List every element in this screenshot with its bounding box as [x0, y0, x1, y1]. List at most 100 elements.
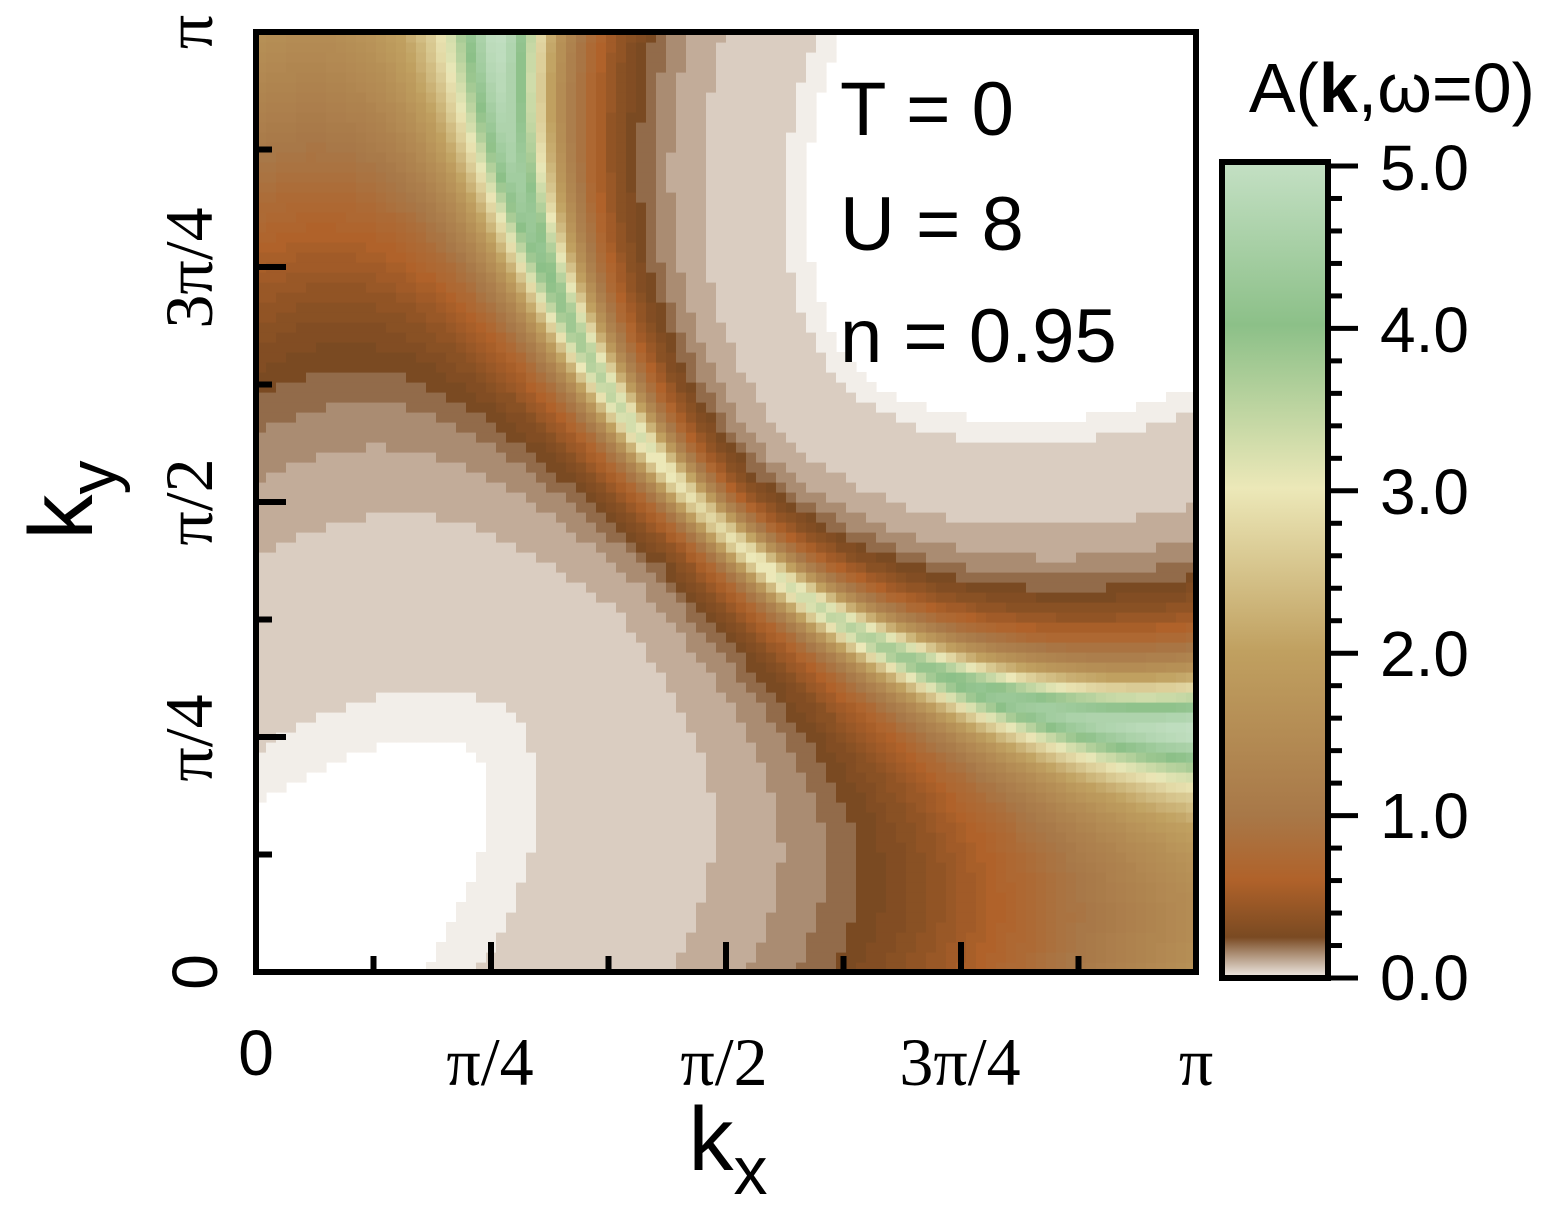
heatmap-cell	[406, 282, 417, 293]
heatmap-cell	[416, 92, 427, 103]
heatmap-cell	[646, 542, 657, 553]
heatmap-cell	[756, 402, 767, 413]
heatmap-cell	[826, 392, 837, 403]
heatmap-cell	[396, 722, 407, 733]
heatmap-cell	[816, 702, 827, 713]
heatmap-cell	[636, 922, 647, 933]
heatmap-cell	[746, 122, 757, 133]
heatmap-cell	[676, 842, 687, 853]
heatmap-cell	[776, 502, 787, 513]
heatmap-cell	[366, 322, 377, 333]
heatmap-cell	[356, 582, 367, 593]
heatmap-cell	[306, 42, 317, 53]
heatmap-cell	[636, 742, 647, 753]
heatmap-cell	[386, 482, 397, 493]
heatmap-cell	[836, 572, 847, 583]
heatmap-cell	[306, 152, 317, 163]
heatmap-cell	[646, 902, 657, 913]
heatmap-cell	[606, 882, 617, 893]
heatmap-cell	[486, 302, 497, 313]
heatmap-cell	[286, 182, 297, 193]
heatmap-cell	[456, 452, 467, 463]
heatmap-cell	[676, 612, 687, 623]
heatmap-cell	[506, 772, 517, 783]
heatmap-cell	[726, 512, 737, 523]
heatmap-cell	[286, 202, 297, 213]
heatmap-cell	[586, 92, 597, 103]
heatmap-cell	[436, 152, 447, 163]
heatmap-cell	[706, 232, 717, 243]
heatmap-cell	[616, 602, 627, 613]
heatmap-cell	[786, 862, 797, 873]
heatmap-cell	[256, 482, 267, 493]
heatmap-cell	[486, 362, 497, 373]
heatmap-cell	[446, 292, 457, 303]
heatmap-cell	[306, 282, 317, 293]
heatmap-cell	[606, 482, 617, 493]
heatmap-cell	[546, 402, 557, 413]
heatmap-cell	[386, 622, 397, 633]
heatmap-cell	[796, 272, 807, 283]
heatmap-cell	[516, 112, 527, 123]
heatmap-cell	[776, 782, 787, 793]
heatmap-cell	[616, 212, 627, 223]
heatmap-cell	[326, 212, 337, 223]
heatmap-cell	[586, 882, 597, 893]
heatmap-cell	[296, 532, 307, 543]
heatmap-cell	[816, 712, 827, 723]
heatmap-cell	[396, 542, 407, 553]
heatmap-cell	[576, 112, 587, 123]
heatmap-cell	[636, 872, 647, 883]
heatmap-cell	[506, 862, 517, 873]
heatmap-cell	[616, 802, 627, 813]
heatmap-cell	[396, 432, 407, 443]
heatmap-cell	[366, 292, 377, 303]
heatmap-cell	[766, 92, 777, 103]
heatmap-cell	[576, 32, 587, 43]
heatmap-cell	[426, 652, 437, 663]
heatmap-cell	[706, 402, 717, 413]
heatmap-cell	[806, 32, 817, 43]
heatmap-cell	[596, 242, 607, 253]
heatmap-cell	[806, 712, 817, 723]
heatmap-cell	[676, 312, 687, 323]
heatmap-cell	[776, 352, 787, 363]
heatmap-cell	[276, 332, 287, 343]
heatmap-cell	[536, 272, 547, 283]
heatmap-cell	[766, 512, 777, 523]
heatmap-cell	[256, 472, 267, 483]
heatmap-cell	[706, 332, 717, 343]
heatmap-cell	[606, 242, 617, 253]
heatmap-cell	[596, 372, 607, 383]
heatmap-cell	[766, 882, 777, 893]
heatmap-cell	[646, 522, 657, 533]
heatmap-cell	[626, 362, 637, 373]
heatmap-cell	[776, 692, 787, 703]
heatmap-cell	[736, 292, 747, 303]
heatmap-cell	[416, 482, 427, 493]
heatmap-cell	[806, 952, 817, 963]
heatmap-cell	[376, 182, 387, 193]
heatmap-cell	[516, 842, 527, 853]
heatmap-cell	[826, 932, 837, 943]
heatmap-cell	[526, 452, 537, 463]
heatmap-cell	[786, 462, 797, 473]
heatmap-cell	[776, 462, 787, 473]
heatmap-cell	[596, 892, 607, 903]
heatmap-cell	[536, 622, 547, 633]
heatmap-cell	[806, 852, 817, 863]
heatmap-cell	[746, 202, 757, 213]
heatmap-cell	[476, 872, 487, 883]
heatmap-cell	[656, 462, 667, 473]
heatmap-cell	[676, 352, 687, 363]
heatmap-cell	[776, 892, 787, 903]
heatmap-cell	[806, 782, 817, 793]
heatmap-cell	[386, 362, 397, 373]
heatmap-cell	[396, 302, 407, 313]
heatmap-cell	[676, 242, 687, 253]
heatmap-cell	[776, 952, 787, 963]
heatmap-cell	[806, 82, 817, 93]
heatmap-cell	[736, 452, 747, 463]
heatmap-cell	[666, 112, 677, 123]
heatmap-cell	[366, 432, 377, 443]
